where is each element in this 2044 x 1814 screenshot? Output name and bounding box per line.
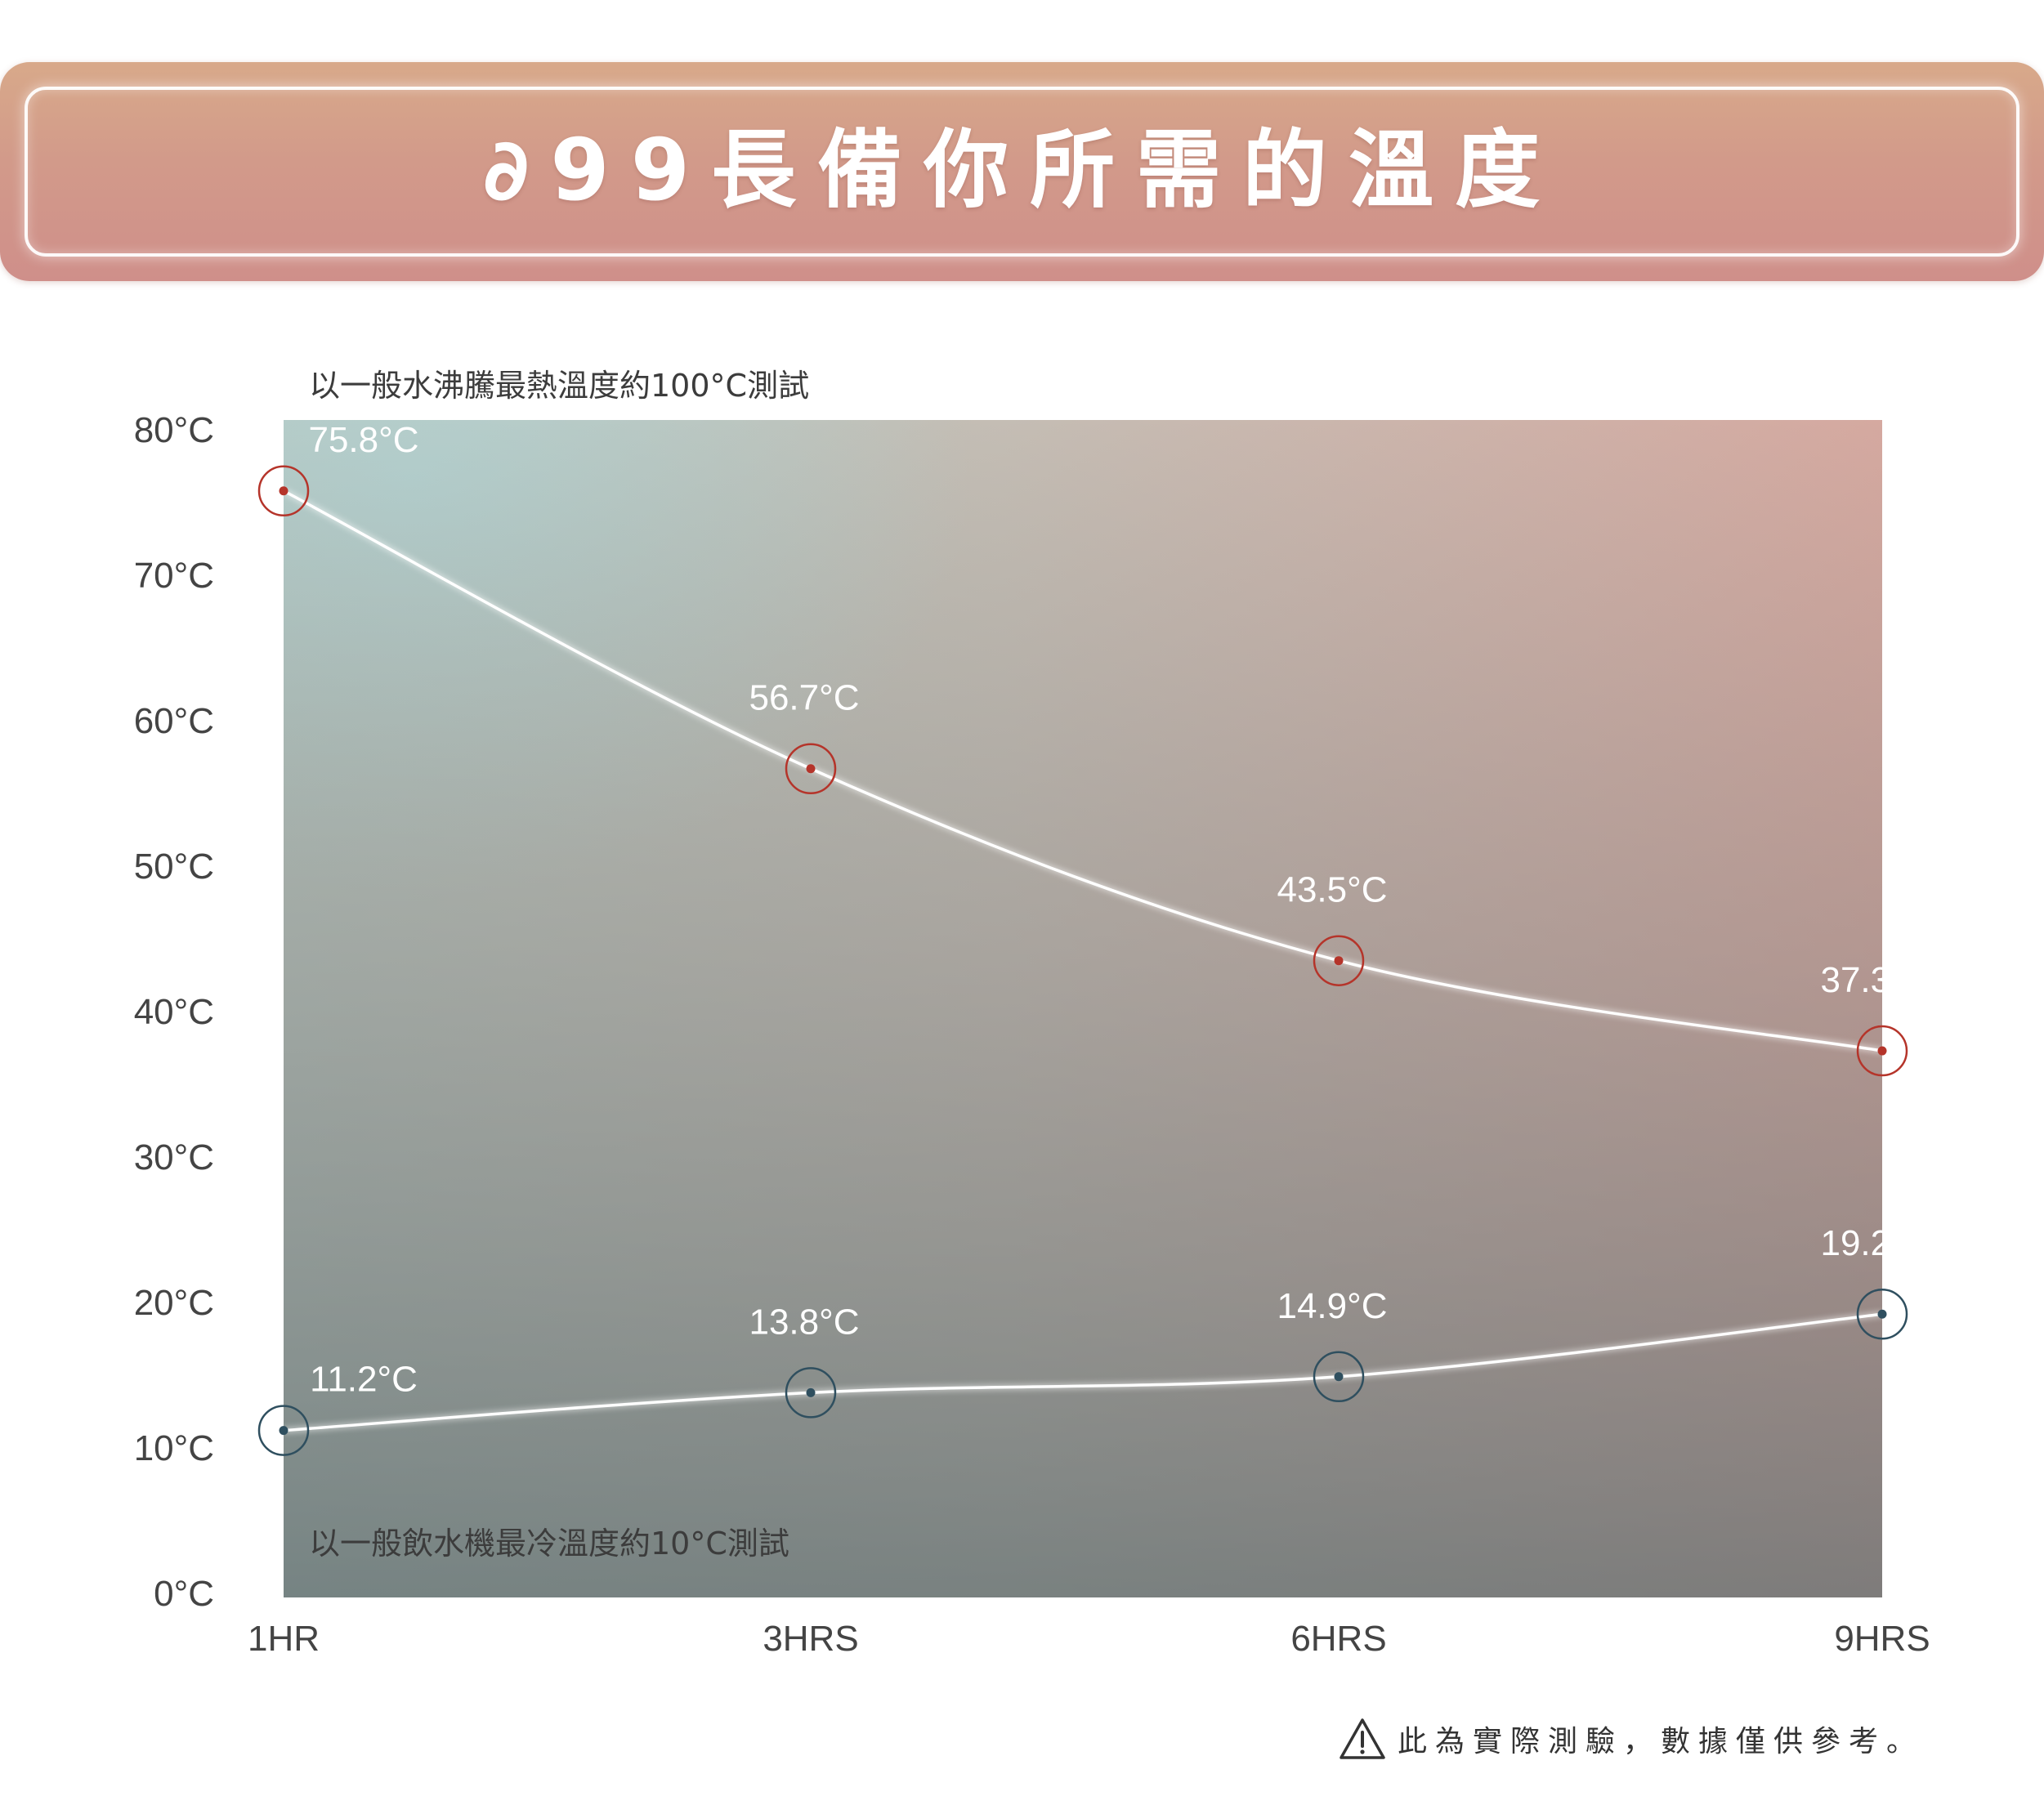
data-point-ring bbox=[257, 465, 310, 517]
data-label: 43.5°C bbox=[1277, 870, 1387, 910]
data-point-ring bbox=[257, 1405, 310, 1456]
series-line-2 bbox=[283, 1312, 1883, 1432]
y-tick-label: 50°C bbox=[134, 847, 214, 887]
y-tick-label: 40°C bbox=[134, 992, 214, 1032]
cold-test-note: 以一般飲水機最冷溫度約10°C測試 bbox=[309, 1526, 789, 1562]
plot-shade bbox=[284, 420, 1882, 1597]
data-point bbox=[1313, 935, 1365, 986]
data-point bbox=[1856, 1025, 1908, 1077]
data-point-ring bbox=[785, 1367, 837, 1419]
y-tick-label: 70°C bbox=[134, 556, 214, 596]
data-point bbox=[785, 1367, 837, 1419]
disclaimer-text: 此為實際測驗，數據僅供參考。 bbox=[1398, 1725, 1925, 1758]
y-tick-label: 80°C bbox=[134, 410, 214, 450]
data-point-dot bbox=[279, 486, 288, 496]
y-tick-label: 20°C bbox=[134, 1283, 214, 1323]
data-labels: 75.8°C 56.7°C 43.5°C 37.3°C 11.2°C 13.8°C 14.9… bbox=[308, 420, 1930, 1400]
y-tick-label: 60°C bbox=[134, 701, 214, 741]
page-title: ∂99長備你所需的溫度 bbox=[482, 120, 1562, 220]
y-tick-label: 10°C bbox=[134, 1428, 214, 1468]
data-point bbox=[1313, 1351, 1365, 1403]
title-banner-frame bbox=[25, 87, 2019, 257]
data-point bbox=[257, 465, 310, 517]
y-axis: 0°C 10°C 20°C 30°C 40°C 50°C 60°C 70°C 80°C bbox=[134, 410, 214, 1614]
plot-area bbox=[284, 420, 1882, 1597]
data-point-ring bbox=[1313, 935, 1365, 986]
series-lines bbox=[283, 489, 1883, 1432]
data-label: 14.9°C bbox=[1277, 1286, 1387, 1326]
data-point-ring bbox=[1856, 1288, 1908, 1340]
x-tick-label: 6HRS bbox=[1290, 1619, 1386, 1659]
data-point-ring bbox=[785, 743, 837, 794]
hot-test-note: 以一般水沸騰最熱溫度約100°C測試 bbox=[309, 368, 809, 404]
data-label: 56.7°C bbox=[749, 678, 859, 718]
data-point-ring bbox=[1313, 1351, 1365, 1403]
title-banner: ∂99長備你所需的溫度 bbox=[0, 62, 2044, 281]
data-point-dot bbox=[279, 1426, 288, 1436]
y-tick-label: 30°C bbox=[134, 1137, 214, 1177]
data-label: 75.8°C bbox=[308, 420, 418, 460]
series-points bbox=[257, 465, 1908, 1456]
y-tick-label: 0°C bbox=[154, 1574, 214, 1614]
data-point-dot bbox=[1334, 1372, 1344, 1382]
x-axis: 1HR 3HRS 6HRS 9HRS bbox=[248, 1619, 1930, 1659]
x-tick-label: 3HRS bbox=[763, 1619, 858, 1659]
data-point-dot bbox=[806, 764, 816, 774]
disclaimer: 此為實際測驗，數據僅供參考。 bbox=[1339, 1714, 1924, 1763]
x-tick-label: 1HR bbox=[248, 1619, 320, 1659]
data-label: 19.2°C bbox=[1820, 1223, 1930, 1263]
series-line-1 bbox=[283, 489, 1883, 1052]
data-point-dot bbox=[1877, 1046, 1887, 1056]
data-point-dot bbox=[806, 1387, 816, 1397]
data-label: 37.3°C bbox=[1820, 960, 1930, 1000]
data-point-ring bbox=[1856, 1025, 1908, 1077]
data-point bbox=[257, 1405, 310, 1456]
data-label: 11.2°C bbox=[310, 1360, 418, 1400]
data-point bbox=[1856, 1288, 1908, 1340]
data-point-dot bbox=[1877, 1309, 1887, 1319]
x-tick-label: 9HRS bbox=[1834, 1619, 1930, 1659]
data-label: 13.8°C bbox=[749, 1302, 859, 1342]
warning-icon bbox=[1340, 1718, 1385, 1759]
data-point-dot bbox=[1334, 956, 1344, 966]
data-point bbox=[785, 743, 837, 794]
